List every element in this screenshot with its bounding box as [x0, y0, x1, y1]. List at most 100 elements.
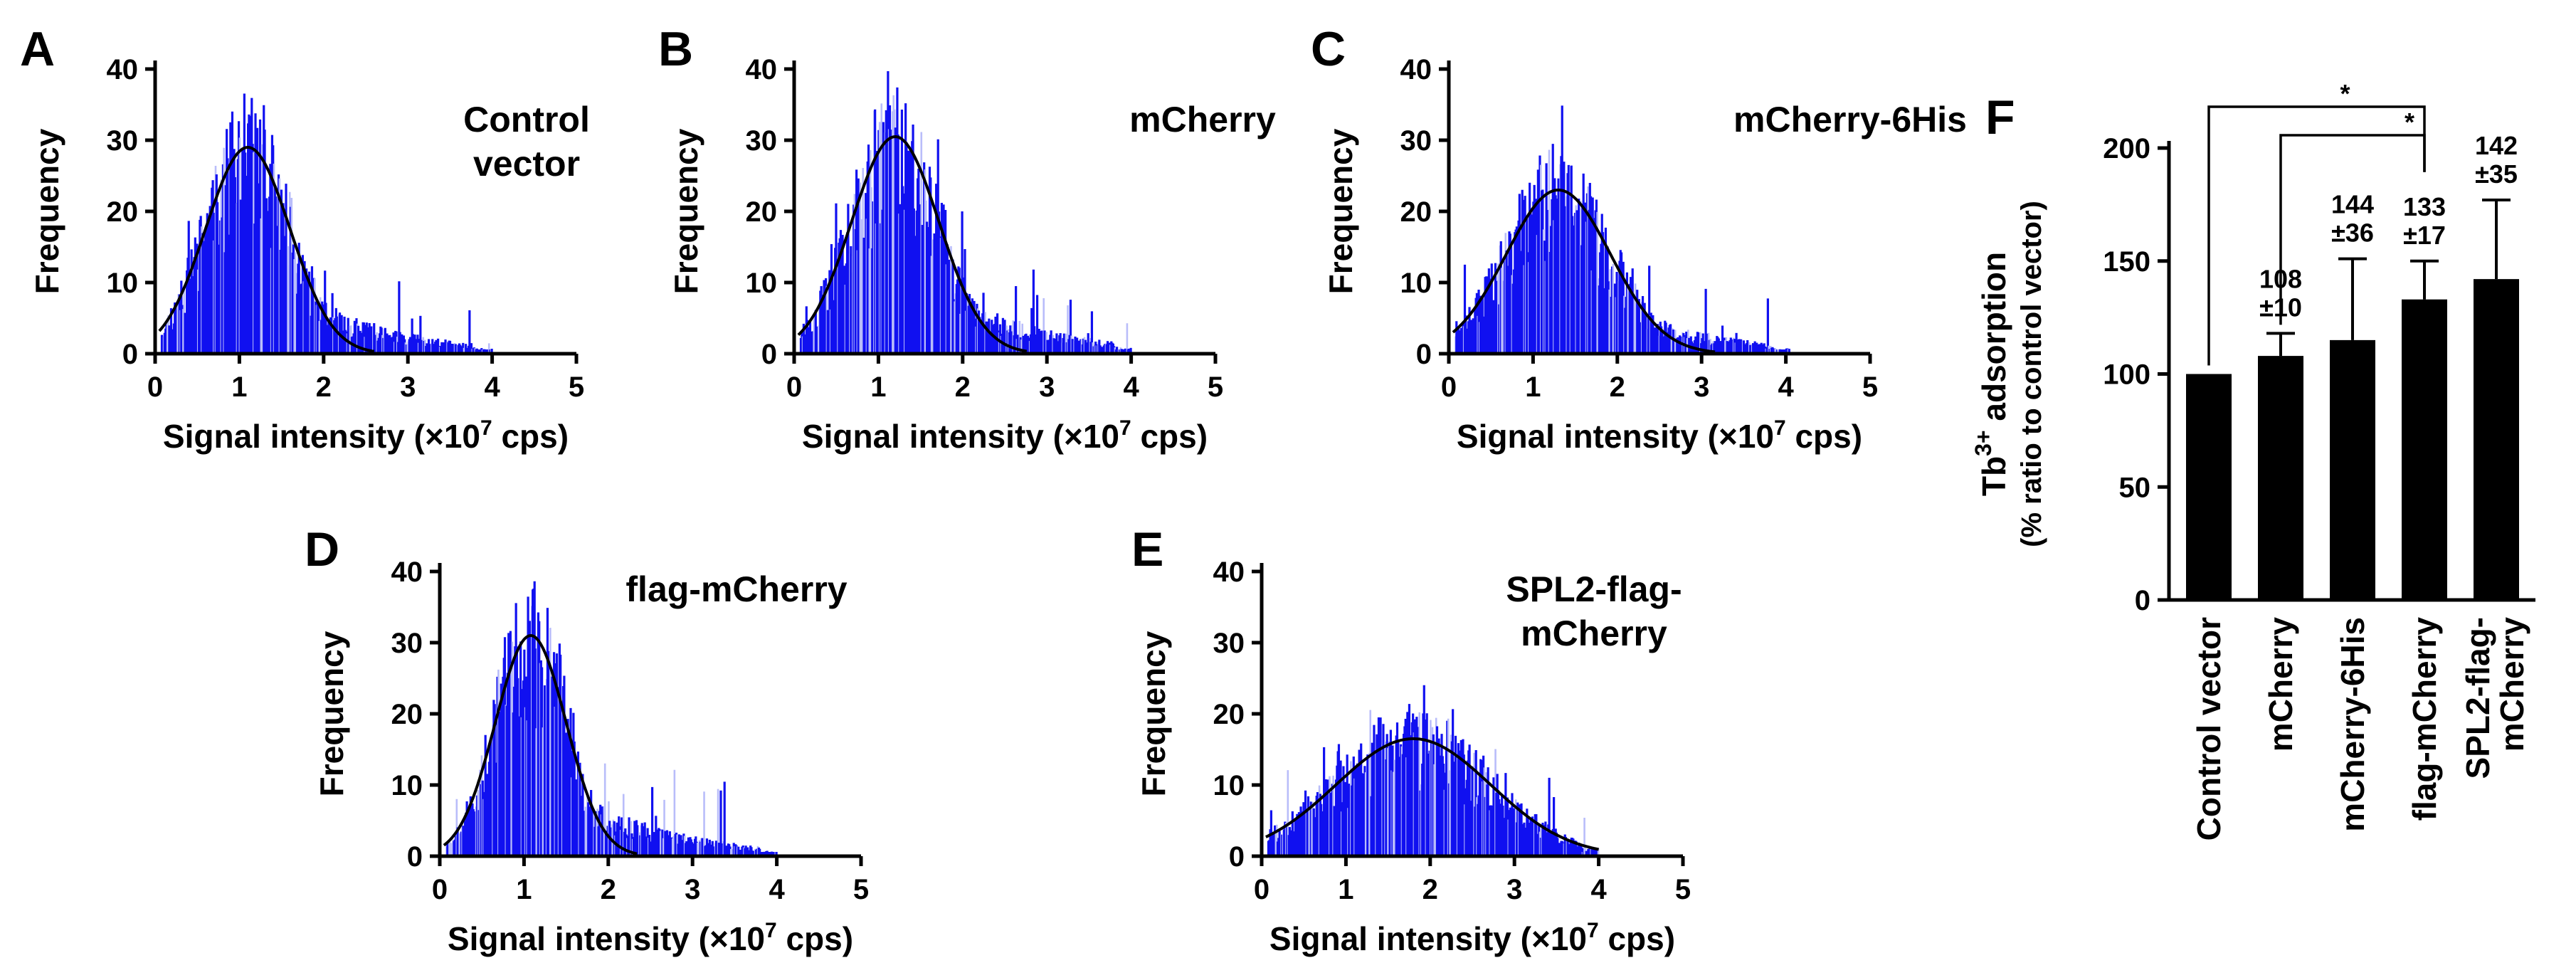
- y-tick-label: 100: [2103, 359, 2150, 391]
- bar: [2186, 374, 2232, 600]
- y-tick-label: 0: [1229, 841, 1245, 873]
- y-tick-label: 150: [2103, 246, 2150, 278]
- error-label: ±35: [2475, 159, 2518, 189]
- fit-curve: [443, 633, 638, 855]
- x-tick-label: 4: [1590, 874, 1607, 905]
- histogram-bars-b: [799, 71, 1132, 354]
- x-axis-label-end: cps): [492, 418, 569, 455]
- y-axis-label: Frequency: [667, 128, 704, 294]
- x-tick-label: 1: [1525, 372, 1541, 403]
- y-axis-label: Frequency: [1135, 631, 1172, 796]
- x-tick-label: 0: [1254, 874, 1269, 905]
- significance-star: *: [2405, 107, 2414, 137]
- x-tick-label: 5: [1675, 874, 1691, 905]
- x-axis-label: Signal intensity (×107 cps): [1457, 416, 1862, 455]
- category-label: flag-mCherry: [2406, 617, 2443, 821]
- y-tick-label: 10: [1213, 770, 1245, 801]
- x-axis-label-superscript: 7: [1119, 416, 1131, 440]
- bar: [2330, 339, 2375, 600]
- x-tick-label: 1: [870, 372, 886, 403]
- x-tick-label: 1: [231, 372, 247, 403]
- value-label: 133: [2403, 192, 2446, 221]
- y-tick-label: 0: [1416, 339, 1432, 370]
- panel-f: F 0 50 100 150 200 Tb3+ adsorption (% ratio to …: [1970, 79, 2535, 841]
- x-tick-label: 5: [1208, 372, 1223, 403]
- panel-title: mCherry: [1129, 100, 1276, 139]
- y-tick-label: 30: [1213, 628, 1245, 659]
- y-tick-label: 30: [1400, 125, 1432, 157]
- x-tick-label: 4: [1778, 372, 1794, 403]
- y-tick-label: 20: [746, 196, 778, 228]
- x-tick-label: 1: [516, 874, 532, 905]
- x-tick-label: 2: [601, 874, 616, 905]
- panel-label: D: [305, 522, 339, 576]
- y-tick-label: 10: [391, 770, 423, 801]
- x-tick-label: 3: [685, 874, 700, 905]
- x-tick-label: 5: [853, 874, 869, 905]
- y-tick-label: 40: [1400, 54, 1432, 85]
- error-bar: [2482, 199, 2511, 280]
- y-tick-label: 40: [391, 557, 423, 588]
- x-tick-label: 0: [1441, 372, 1457, 403]
- y-axis-label-superscript: 3+: [1970, 430, 1996, 455]
- y-tick-label: 0: [761, 339, 777, 370]
- x-axis-label-superscript: 7: [1774, 416, 1786, 440]
- category-label: mCherry: [2493, 617, 2530, 752]
- y-tick-label: 20: [391, 699, 423, 730]
- panel-title: mCherry: [1521, 613, 1667, 653]
- y-axis-sublabel: (% ratio to control vector): [2016, 201, 2047, 547]
- x-tick-label: 3: [1694, 372, 1709, 403]
- fit-curve: [1265, 737, 1600, 851]
- histogram-bars-d: [445, 581, 778, 856]
- histogram-bars-a: [160, 93, 493, 354]
- y-tick-label: 10: [1400, 268, 1432, 299]
- fit-curve: [158, 146, 375, 353]
- category-label: SPL2-flag-: [2459, 617, 2496, 779]
- x-axis-label-end: cps): [1786, 418, 1862, 455]
- significance-bracket: [2279, 134, 2426, 325]
- panel-label: C: [1311, 22, 1346, 76]
- y-tick-label: 0: [2135, 585, 2150, 616]
- panel-title: SPL2-flag-: [1506, 569, 1682, 609]
- panel-label: A: [20, 22, 55, 76]
- x-axis-label-superscript: 7: [480, 416, 492, 440]
- x-tick-label: 2: [955, 372, 971, 403]
- panel-label: F: [1985, 90, 2015, 144]
- x-axis-label-text: Signal intensity (×10: [1457, 418, 1774, 455]
- x-axis-label-superscript: 7: [1587, 919, 1599, 942]
- y-tick-label: 40: [746, 54, 778, 85]
- y-tick-label: 30: [107, 125, 139, 157]
- y-axis-label-end: adsorption: [1975, 252, 2012, 430]
- x-tick-label: 1: [1338, 874, 1353, 905]
- panel-label: E: [1131, 522, 1163, 576]
- x-tick-label: 3: [1506, 874, 1522, 905]
- y-tick-label: 0: [407, 841, 423, 873]
- x-tick-label: 0: [432, 874, 448, 905]
- x-tick-label: 0: [147, 372, 163, 403]
- histogram-bars-c: [1455, 105, 1790, 354]
- x-tick-label: 3: [400, 372, 416, 403]
- y-axis-label-text: Tb: [1975, 456, 2012, 496]
- x-tick-label: 2: [1610, 372, 1625, 403]
- y-tick-label: 40: [1213, 557, 1245, 588]
- fit-curve: [797, 135, 1028, 353]
- x-tick-label: 2: [1422, 874, 1438, 905]
- panel-label: B: [658, 22, 693, 76]
- x-axis-label: Signal intensity (×107 cps): [448, 919, 853, 957]
- error-bar: [2410, 259, 2439, 300]
- y-tick-label: 20: [107, 196, 139, 228]
- panel-title: Control: [463, 100, 590, 139]
- x-axis-label: Signal intensity (×107 cps): [163, 416, 569, 455]
- x-axis-label: Signal intensity (×107 cps): [1269, 919, 1675, 957]
- y-tick-label: 0: [122, 339, 138, 370]
- category-label: Control vector: [2190, 617, 2227, 841]
- bar: [2474, 279, 2519, 600]
- x-tick-label: 4: [769, 874, 785, 905]
- x-axis-label-text: Signal intensity (×10: [163, 418, 480, 455]
- x-tick-label: 5: [1862, 372, 1878, 403]
